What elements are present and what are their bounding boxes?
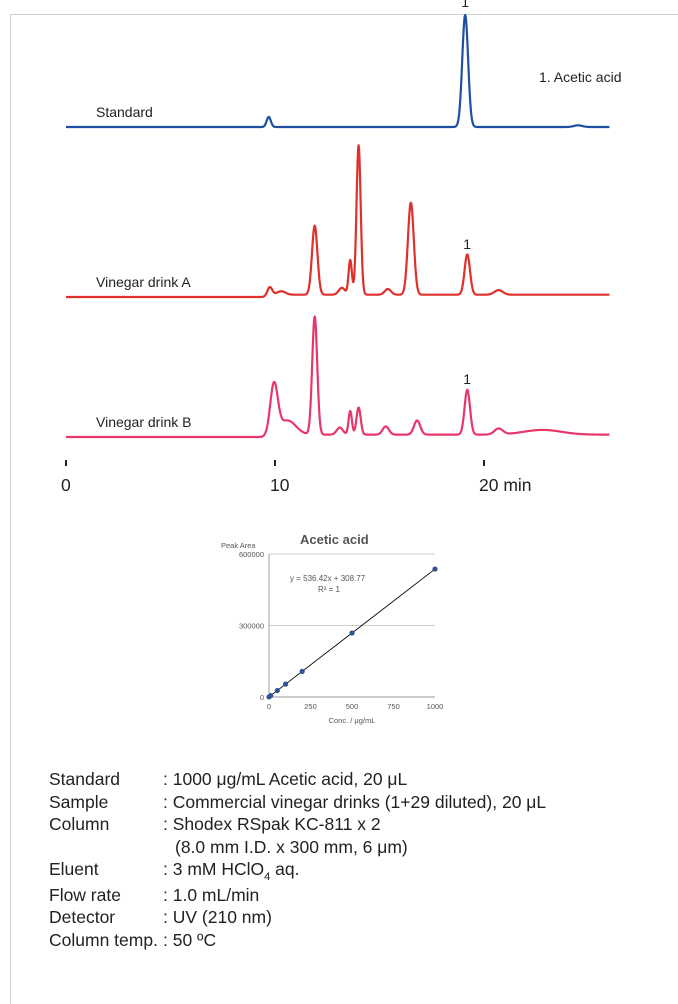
conditions-table: Standard : 1000 μg/mL Acetic acid, 20 μL… — [49, 768, 546, 951]
data-point — [283, 681, 289, 687]
condition-key: Standard — [49, 769, 121, 789]
condition-row: Detector : UV (210 nm) — [49, 906, 546, 929]
condition-value: : UV (210 nm) — [163, 907, 272, 927]
trace-label: Standard — [96, 104, 153, 120]
condition-key: Detector — [49, 907, 116, 927]
data-point — [268, 693, 274, 699]
condition-row: Standard : 1000 μg/mL Acetic acid, 20 μL — [49, 768, 546, 791]
condition-value: (8.0 mm I.D. x 300 mm, 6 μm) — [175, 836, 408, 857]
peak-label: 1 — [463, 371, 471, 387]
condition-key: Column — [49, 814, 110, 834]
condition-value: : 3 mM HClO4 aq. — [163, 858, 299, 884]
eluent-value-post: aq. — [270, 859, 300, 879]
condition-key: Eluent — [49, 859, 99, 879]
trace-2: Vinegar drink A 1 — [65, 144, 611, 299]
figure-frame — [10, 14, 678, 1004]
condition-row: Column temp. : 50 ºC — [49, 929, 546, 952]
condition-row: Sample : Commercial vinegar drinks (1+29… — [49, 791, 546, 814]
data-point — [274, 687, 280, 694]
trace-line — [65, 315, 611, 439]
condition-key: Sample — [49, 791, 109, 812]
peak-label: 1 — [463, 236, 471, 252]
data-point — [349, 630, 355, 636]
x-tick-label: 250 — [304, 702, 317, 711]
eluent-subscript: 4 — [264, 871, 271, 883]
x-tick-label: 0 — [61, 475, 71, 495]
condition-value: : 1000 μg/mL Acetic acid, 20 μL — [163, 769, 408, 789]
condition-value: : Shodex RSpak KC-811 x 2 — [163, 814, 381, 834]
trace-1: Standard 1 — [65, 0, 611, 129]
y-tick-label: 600000 — [239, 550, 264, 559]
condition-row: Column : Shodex RSpak KC-811 x 2 — [49, 813, 546, 836]
condition-row: (8.0 mm I.D. x 300 mm, 6 μm) — [49, 836, 546, 859]
x-tick-label: 20 min — [479, 475, 532, 495]
y-tick-label: 300000 — [239, 622, 264, 631]
calibration-chart: Acetic acid Peak Area 0 300000 600000 0 250 500… — [221, 532, 444, 725]
condition-key: Flow rate — [49, 884, 121, 905]
x-tick-label: 10 — [270, 475, 290, 495]
condition-row: Eluent : 3 mM HClO4 aq. — [49, 858, 546, 884]
trace-3: Vinegar drink B 1 — [65, 315, 611, 439]
condition-value: : 1.0 mL/min — [163, 884, 260, 905]
data-point — [299, 668, 305, 674]
calibration-title: Acetic acid — [300, 532, 369, 547]
x-tick-label: 0 — [267, 702, 271, 711]
peak-legend-note: 1. Acetic acid — [539, 69, 622, 85]
y-tick-label: 0 — [260, 693, 264, 702]
trace-label: Vinegar drink B — [96, 414, 191, 430]
r-squared: R² = 1 — [318, 585, 341, 594]
fit-equation: y = 536.42x + 308.77 — [290, 574, 366, 583]
condition-key: Column temp. — [49, 929, 158, 950]
eluent-value-pre: : 3 mM HClO — [163, 859, 265, 879]
condition-value: : 50 ºC — [163, 929, 217, 950]
x-tick-label: 750 — [387, 702, 400, 711]
condition-row: Flow rate : 1.0 mL/min — [49, 884, 546, 907]
x-tick-label: 500 — [346, 702, 359, 711]
peak-label: 1 — [461, 0, 469, 10]
trace-label: Vinegar drink A — [96, 274, 191, 290]
condition-key — [49, 836, 163, 859]
y-axis-label: Peak Area — [221, 541, 256, 550]
condition-value: : Commercial vinegar drinks (1+29 dilute… — [163, 791, 547, 812]
data-point — [432, 566, 438, 572]
trace-line — [65, 144, 611, 299]
x-tick-label: 1000 — [427, 702, 444, 711]
x-axis-label: Conc. / μg/mL — [329, 716, 376, 725]
trace-line — [65, 13, 611, 129]
